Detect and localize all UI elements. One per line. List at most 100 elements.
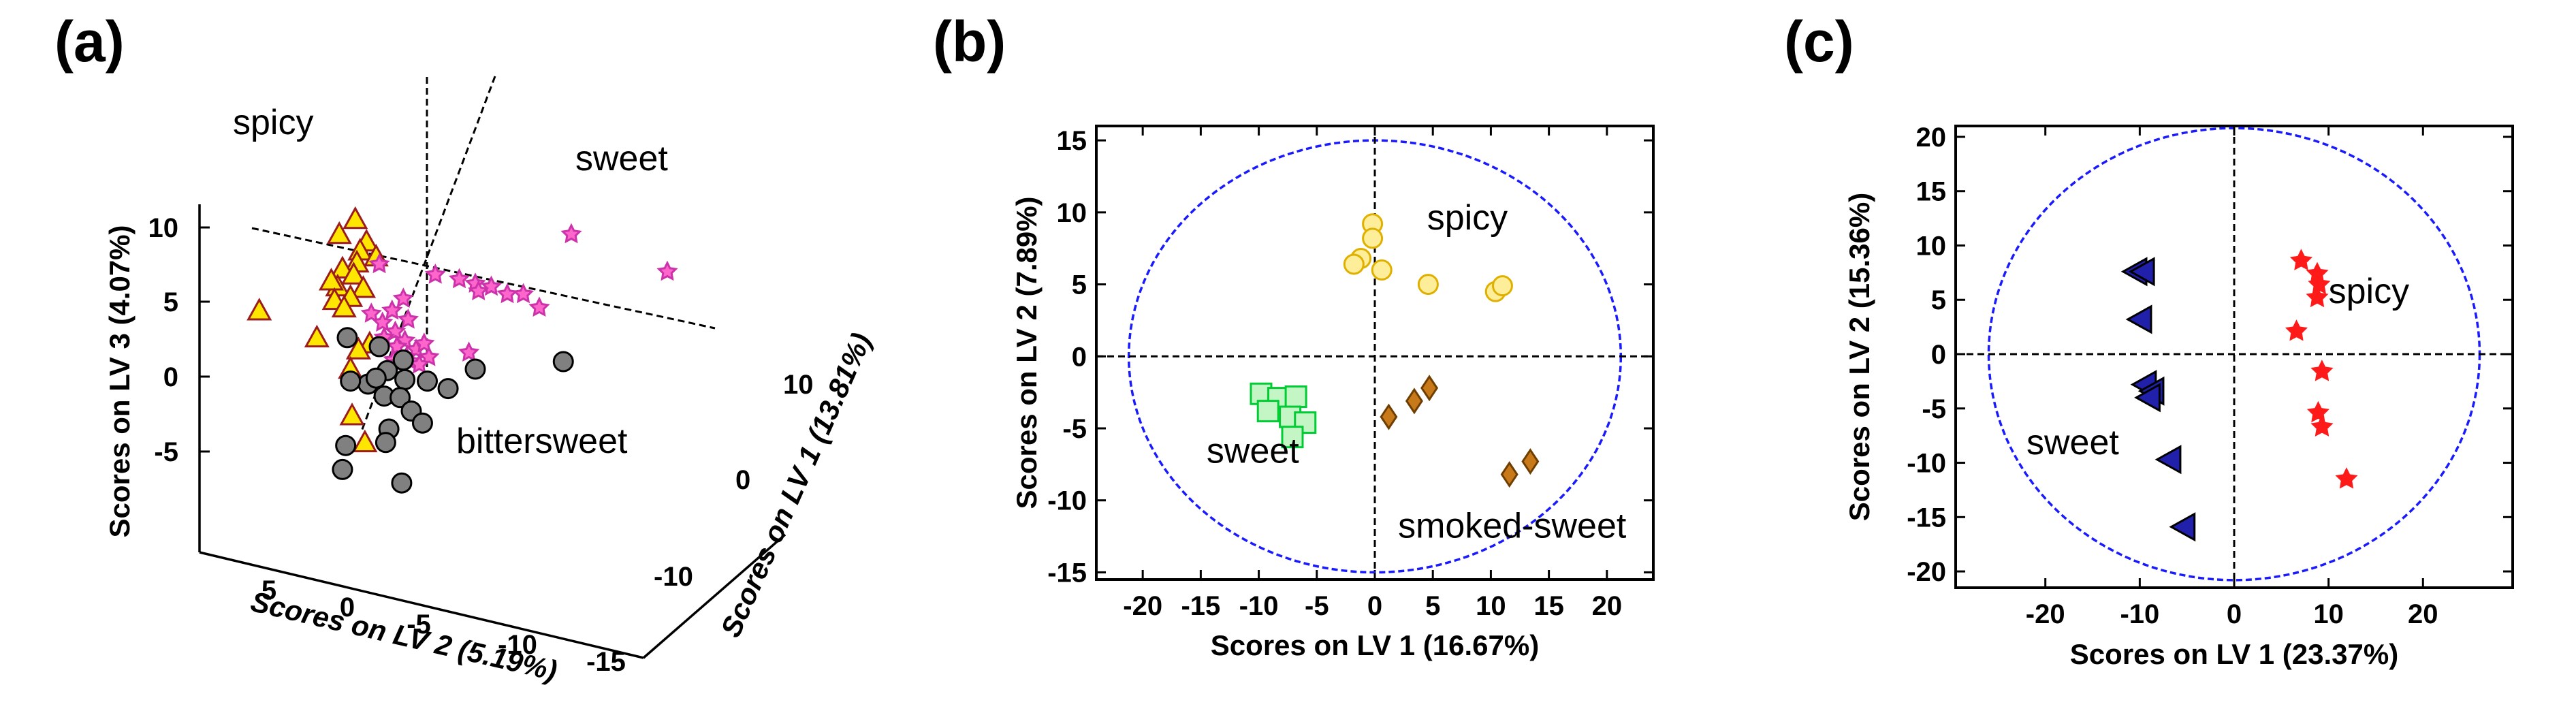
panel-a-x-tick-label: 5 [261,575,276,605]
panel-a: (a) 10 5 0 -5 5 0 -5 -10 -15 10 0 -1 [54,10,877,686]
panel-a-point-bittersweet [464,358,486,380]
b-y-tick-label: 0 [1072,342,1087,372]
c-point-sweet [2134,383,2161,413]
c-point-spicy [2289,249,2313,270]
panel-a-point-sweet [480,275,503,296]
panel-a-x-ticks: 5 0 -5 -10 -15 [261,575,626,677]
b-point-sweet [1284,385,1307,408]
b-point-sweet [1281,426,1304,449]
panel-a-separator-horizontal [251,227,716,330]
c-point-spicy [2308,272,2331,294]
panel-a-separator-diagonal [360,76,496,432]
b-point-smoked-sweet [1420,375,1439,402]
panel-a-point-spicy [343,206,368,230]
panel-a-point-spicy [352,429,378,453]
panel-a-x-tick-label: 0 [340,592,355,622]
panel-a-y-tick-label: 5 [163,287,178,317]
b-point-spicy [1343,253,1365,275]
panel-a-point-bittersweet [394,368,416,390]
c-point-sweet [2154,445,2182,475]
b-y-tick-label: 10 [1057,198,1087,228]
panel-a-z-tick-label: 0 [735,465,750,495]
panel-a-point-bittersweet [332,458,353,480]
b-point-sweet [1294,411,1317,434]
panel-a-point-bittersweet [375,432,396,454]
panel-a-point-sweet [528,296,550,317]
c-x-tick-label: -20 [2026,599,2065,629]
panel-a-points [247,206,678,494]
panel-a-point-bittersweet [365,367,387,389]
panel-a-point-sweet [656,260,678,281]
b-point-spicy [1491,275,1513,297]
panel-a-y-tick-label: 0 [163,362,178,392]
b-annotation: smoked-sweet [1398,507,1627,546]
panel-a-z-axis-line [642,533,786,659]
b-x-tick-label: -5 [1305,591,1329,621]
b-x-tick-label: 0 [1367,591,1382,621]
panel-c-zero-lines [1956,126,2513,588]
panel-a-annotation: sweet [575,139,668,178]
panel-a-point-sweet [397,308,419,329]
c-y-tick-label: -20 [1907,557,1946,587]
panel-a-z-ticks: 10 0 -10 [654,370,814,592]
panel-a-z-tick-label: 10 [783,370,814,400]
c-point-spicy [2306,285,2329,308]
panel-b-annotations: spicy sweet smoked-sweet [1207,198,1627,545]
b-point-smoked-sweet [1500,461,1518,488]
c-point-spicy [2285,319,2308,341]
panel-a-point-bittersweet [417,370,438,392]
panel-a-point-sweet [424,264,446,284]
panel-a-point-spicy [304,324,330,348]
c-y-tick-label: 5 [1931,285,1946,315]
b-annotation: spicy [1427,198,1508,238]
panel-a-point-sweet [381,299,403,320]
c-y-tick-label: -15 [1907,503,1946,533]
b-y-tick-label: 15 [1057,126,1087,156]
c-x-tick-label: 10 [2313,599,2344,629]
c-y-tick-label: 10 [1916,231,1947,261]
c-point-spicy [2335,467,2358,489]
b-x-tick-label: 15 [1533,591,1564,621]
panel-a-point-bittersweet [552,351,574,373]
panel-a-point-bittersweet [336,327,358,349]
b-y-tick-label: -5 [1062,414,1087,444]
panel-a-point-sweet [372,311,394,332]
panel-a-y-ticks: 10 5 0 -5 [148,213,210,467]
c-y-tick-label: -10 [1907,449,1946,479]
panel-b-y-axis-label: Scores on LV 2 (7.89%) [1011,196,1043,509]
c-point-sweet [2125,304,2152,334]
b-annotation: sweet [1207,432,1299,471]
b-x-tick-label: -20 [1123,591,1162,621]
panel-c-y-axis-label: Scores on LV 2 (15.36%) [1843,193,1875,521]
b-x-tick-label: -10 [1239,591,1279,621]
panel-b: (b) -20 -15 -10 -5 0 5 10 15 20 15 10 5 0 -5 -10 -15 sp… [933,10,1655,661]
b-point-spicy [1362,227,1384,249]
c-point-spicy [2306,400,2329,423]
c-x-tick-label: 20 [2408,599,2438,629]
panel-a-y-axis-label: Scores on LV 3 (4.07%) [104,225,136,537]
panel-a-x-tick-label: -15 [586,647,626,677]
b-y-tick-label: 5 [1072,270,1087,300]
b-point-smoked-sweet [1380,403,1398,430]
panel-b-points [1250,213,1540,488]
c-annotation: sweet [2026,423,2119,462]
panel-b-ticks: -20 -15 -10 -5 0 5 10 15 20 15 10 5 0 -5 -10 -15 [1047,126,1653,621]
c-point-sweet [2169,512,2196,542]
c-y-tick-label: 0 [1931,340,1946,370]
panel-a-point-sweet [496,283,518,304]
panel-a-point-sweet [386,335,408,356]
panel-a-point-bittersweet [335,434,357,456]
panel-a-point-bittersweet [389,387,411,409]
b-x-tick-label: 20 [1592,591,1623,621]
b-point-sweet [1256,400,1279,423]
panel-a-point-sweet [468,280,490,300]
b-point-smoked-sweet [1405,387,1423,415]
c-x-tick-label: 0 [2227,599,2242,629]
c-y-tick-label: 15 [1916,177,1947,207]
c-annotation: spicy [2329,272,2409,311]
b-point-spicy [1371,259,1393,281]
panel-a-point-sweet [392,287,414,308]
panel-a-x-tick-label: -5 [407,610,431,639]
panel-a-point-bittersweet [391,472,413,494]
panel-a-y-tick-label: 10 [148,213,179,243]
